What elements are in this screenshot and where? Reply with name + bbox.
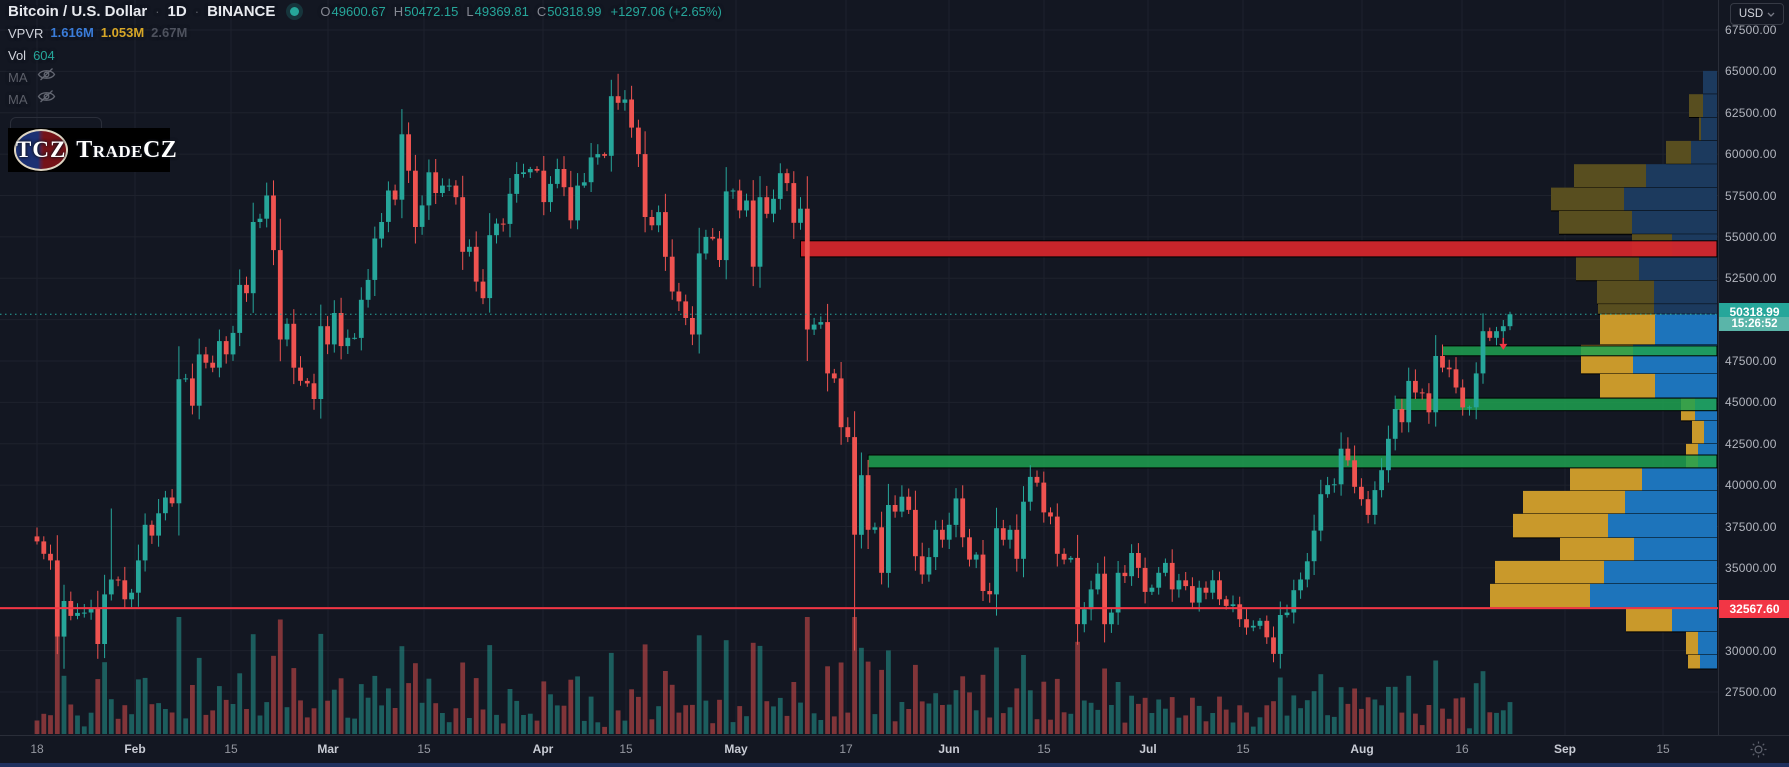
vol-value: 604 xyxy=(33,47,55,63)
vpvr-value: 2.67M xyxy=(151,25,188,40)
eye-off-icon[interactable] xyxy=(37,89,56,109)
time-axis-label: 16 xyxy=(1455,742,1469,756)
time-axis-label: 15 xyxy=(619,742,633,756)
time-axis-label: Apr xyxy=(532,742,554,756)
tradecz-name-text: TradeCZ xyxy=(76,136,178,163)
separator-dot: · xyxy=(155,3,160,19)
eye-off-icon[interactable] xyxy=(37,67,56,87)
time-axis-label: 18 xyxy=(30,742,44,756)
price-axis-label: 40000.00 xyxy=(1725,478,1777,493)
ma-label: MA xyxy=(8,69,28,85)
price-axis-label: 57500.00 xyxy=(1725,188,1777,203)
price-axis-label: 65000.00 xyxy=(1725,64,1777,79)
price-axis-label: 35000.00 xyxy=(1725,560,1777,575)
symbol-header-row[interactable]: Bitcoin / U.S. Dollar · 1D · BINANCE O49… xyxy=(8,0,722,22)
currency-selector-button[interactable]: USD xyxy=(1730,3,1784,25)
time-axis-label: 15 xyxy=(1236,742,1250,756)
price-axis[interactable]: USD 67500.00 65000.00 62500.00 60000.00 5750… xyxy=(1718,0,1789,735)
tradecz-badge-text: TCZ xyxy=(16,137,67,162)
currency-label: USD xyxy=(1738,8,1764,20)
last-price-badge: 50318.99 xyxy=(1719,303,1789,322)
vpvr-values: 1.616M 1.053M 2.67M xyxy=(50,24,194,42)
price-axis-label: 62500.00 xyxy=(1725,105,1777,120)
symbol-title[interactable]: Bitcoin / U.S. Dollar xyxy=(8,2,148,20)
price-axis-label: 45000.00 xyxy=(1725,395,1777,410)
time-axis-label: 17 xyxy=(839,742,853,756)
candlestick-chart-canvas[interactable] xyxy=(0,0,1718,735)
time-axis-label: Mar xyxy=(317,742,339,756)
ohlc-pair: C50318.99 xyxy=(536,3,602,19)
alert-price-badge: 32567.60 xyxy=(1719,600,1789,619)
time-axis-label: Sep xyxy=(1553,742,1577,756)
price-axis-label: 47500.00 xyxy=(1725,354,1777,368)
time-axis-label: Jul xyxy=(1139,742,1157,756)
price-axis-label: 27500.00 xyxy=(1725,685,1777,699)
vol-label: Vol xyxy=(8,47,27,63)
chevron-down-icon xyxy=(1767,12,1775,17)
ohlc-pair: O49600.67 xyxy=(320,3,386,19)
price-axis-label: 42500.00 xyxy=(1725,436,1777,451)
ohlc-pair: L49369.81 xyxy=(466,3,529,19)
ohlc-values: O49600.67 H50472.15 L49369.81 C50318.99 +129… xyxy=(320,4,721,19)
time-axis-label: 15 xyxy=(417,742,431,756)
time-axis-label: 15 xyxy=(224,742,238,756)
price-axis-label: 37500.00 xyxy=(1725,519,1777,534)
change-value: +1297.06 (+2.65%) xyxy=(610,3,722,19)
theme-sun-icon[interactable] xyxy=(1750,741,1767,763)
time-axis[interactable]: 18 Feb 15 Mar 15 Apr 15 May 17 Jun 15 Jul 15 Aug 16 Sep… xyxy=(0,735,1789,763)
volume-legend-row[interactable]: Vol 604 xyxy=(8,44,722,66)
ohlc-pair: H50472.15 xyxy=(393,3,459,19)
chart-legend: Bitcoin / U.S. Dollar · 1D · BINANCE O49… xyxy=(8,0,722,172)
price-axis-label: 30000.00 xyxy=(1725,643,1777,658)
bottom-accent-bar xyxy=(0,762,1789,767)
time-axis-label: 15 xyxy=(1037,742,1051,756)
vpvr-value: 1.616M xyxy=(50,25,94,40)
timeframe-label[interactable]: 1D xyxy=(167,2,187,20)
bar-countdown-badge: 15:26:52 xyxy=(1719,317,1789,332)
separator-dot: · xyxy=(194,3,200,19)
sell-marker-icon xyxy=(1499,337,1508,350)
price-axis-label: 52500.00 xyxy=(1725,271,1777,286)
ma-legend-row-1[interactable]: MA xyxy=(8,66,722,88)
exchange-label: BINANCE xyxy=(207,2,276,20)
vpvr-value: 1.053M xyxy=(100,25,145,40)
chart-plot-area[interactable] xyxy=(0,0,1718,735)
time-axis-label: May xyxy=(724,742,748,756)
tradecz-watermark: TCZ TradeCZ xyxy=(8,128,177,172)
price-axis-label: 60000.00 xyxy=(1725,147,1777,162)
vpvr-legend-row[interactable]: VPVR 1.616M 1.053M 2.67M xyxy=(8,22,722,44)
time-axis-label: Aug xyxy=(1350,742,1374,756)
price-axis-label: 55000.00 xyxy=(1725,229,1777,244)
tradecz-logo-icon: TCZ xyxy=(14,129,69,171)
vpvr-label: VPVR xyxy=(8,25,44,41)
ma-label: MA xyxy=(8,91,28,107)
ma-legend-row-2[interactable]: MA xyxy=(8,88,722,110)
time-axis-label: Feb xyxy=(124,742,146,756)
market-status-dot[interactable] xyxy=(290,6,300,16)
time-axis-label: 15 xyxy=(1656,742,1670,756)
time-axis-label: Jun xyxy=(938,742,960,756)
price-axis-label: 67500.00 xyxy=(1725,23,1777,37)
